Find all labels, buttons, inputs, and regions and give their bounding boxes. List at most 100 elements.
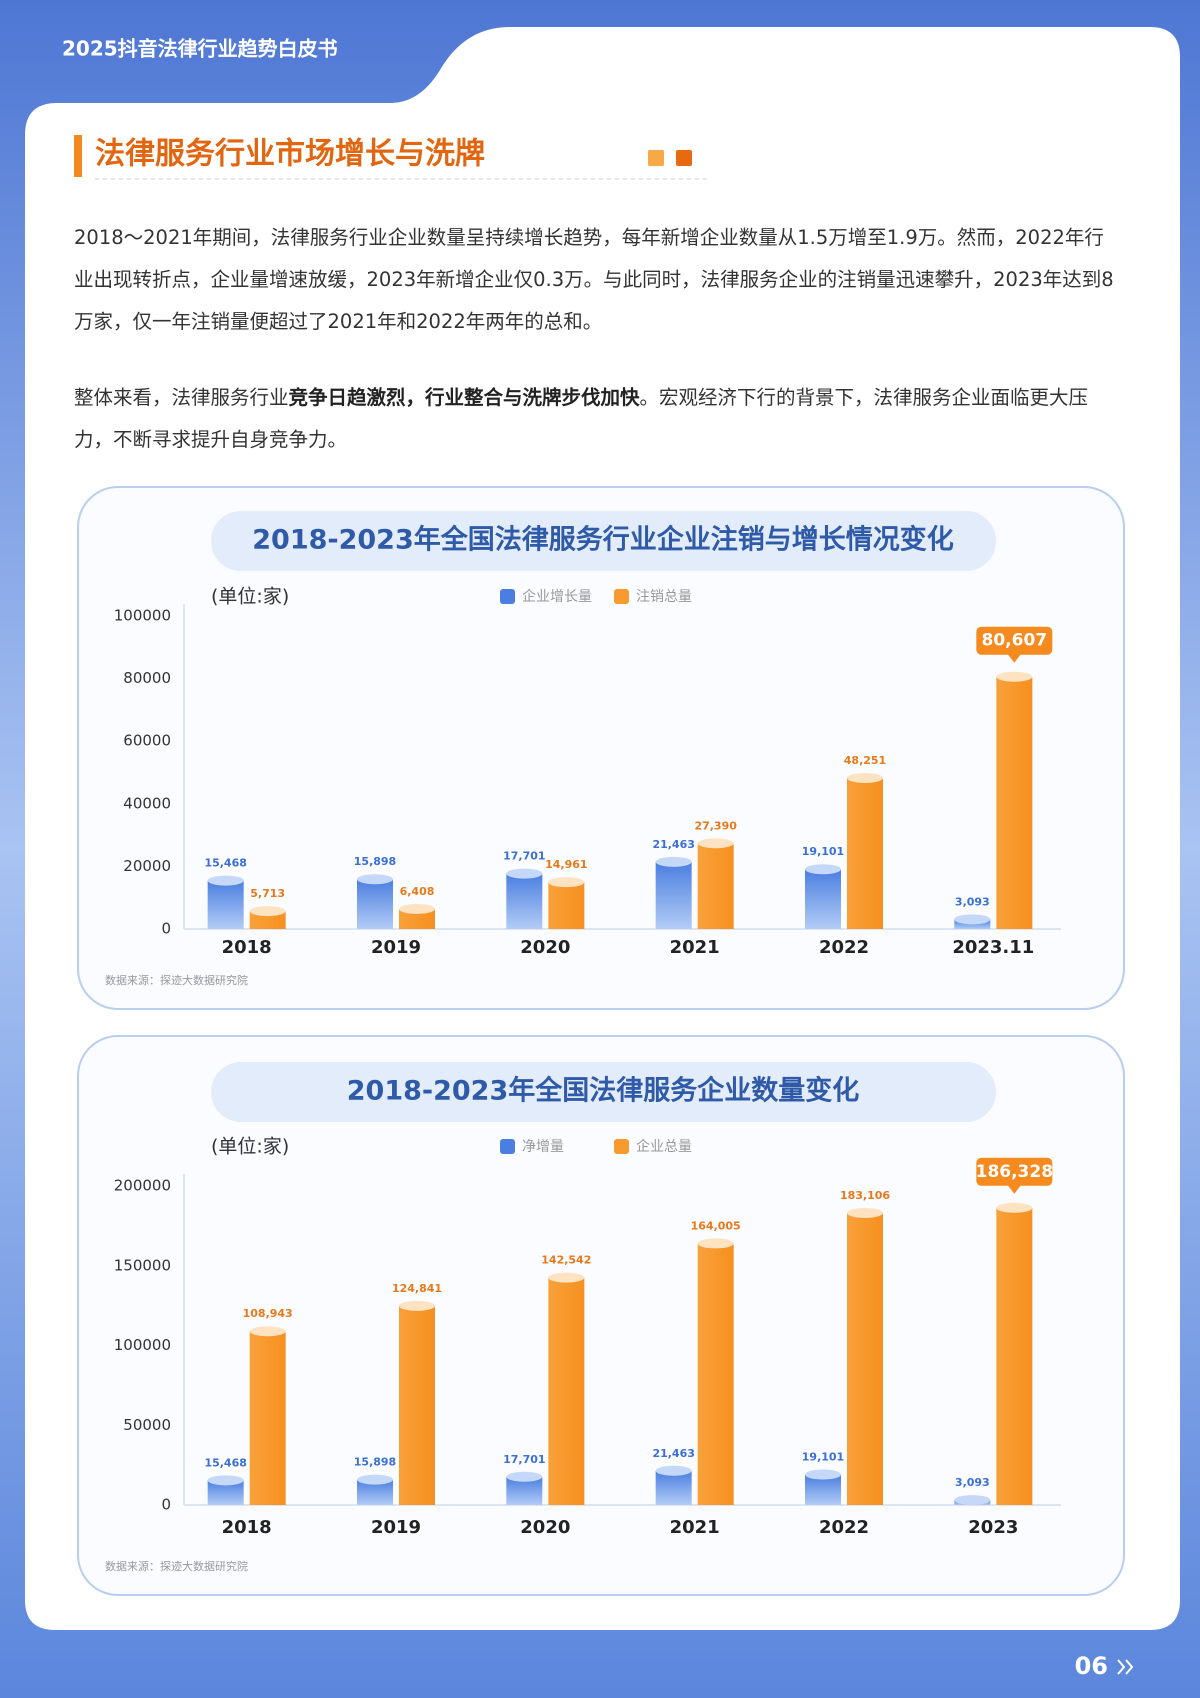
bar-cap	[399, 1300, 435, 1311]
value-label: 21,463	[652, 838, 694, 851]
bar	[847, 1212, 883, 1505]
legend-label: 企业总量	[636, 1138, 692, 1155]
y-tick-label: 50000	[123, 1416, 171, 1434]
header-title: 2025抖音法律行业趋势白皮书	[62, 37, 338, 61]
legend-swatch	[614, 1139, 629, 1154]
bar-cap	[357, 1474, 393, 1485]
bar	[207, 880, 244, 929]
value-label: 48,251	[844, 754, 886, 767]
x-tick-label: 2021	[670, 1517, 720, 1538]
value-label: 124,841	[392, 1282, 442, 1295]
value-label: 183,106	[840, 1189, 890, 1202]
decor-square	[648, 150, 664, 166]
bar	[655, 1470, 692, 1505]
bar	[249, 1331, 286, 1505]
bar-cap	[207, 875, 244, 886]
x-tick-label: 2020	[520, 1517, 570, 1538]
value-label: 186,328	[976, 1162, 1053, 1182]
value-label: 108,943	[243, 1307, 293, 1320]
value-label: 15,898	[354, 855, 396, 868]
bar	[357, 879, 393, 929]
unit-label: (单位:家)	[211, 1136, 289, 1158]
y-tick-label: 100000	[114, 1336, 171, 1354]
bar	[996, 1207, 1033, 1505]
bar-cap	[399, 903, 435, 914]
chart-title-pill	[211, 1062, 996, 1122]
x-tick-label: 2018	[222, 937, 272, 958]
text-run: 。宏观经济下行的背景下，法律服务企业面临更大压力，不断寻求提升自身竞争力。	[74, 386, 1089, 451]
unit-label: (单位:家)	[211, 586, 289, 608]
bar	[548, 882, 585, 929]
bar	[805, 1474, 841, 1505]
bar-cap	[805, 864, 841, 875]
x-tick-label: 2021	[670, 937, 720, 958]
value-label: 21,463	[652, 1447, 694, 1460]
x-tick-label: 2023	[968, 1517, 1018, 1538]
legend-swatch	[500, 1139, 515, 1154]
value-label: 80,607	[982, 631, 1048, 651]
bar-cap	[506, 868, 543, 879]
data-source: 数据来源：探迹大数据研究院	[105, 973, 248, 987]
chart-title: 2018-2023年全国法律服务企业数量变化	[347, 1075, 860, 1107]
legend-swatch	[500, 589, 515, 604]
bold-text: 竞争日趋激烈，行业整合与洗牌步伐加快	[288, 386, 640, 409]
legend-label: 注销总量	[636, 589, 692, 605]
bar-cap	[954, 1495, 991, 1506]
text-run: 整体来看，法律服务行业	[74, 386, 289, 409]
decor-square	[676, 150, 692, 166]
y-tick-label: 60000	[123, 732, 171, 750]
value-label: 164,005	[691, 1219, 741, 1232]
value-label: 17,701	[503, 1453, 545, 1466]
bar	[399, 908, 435, 929]
x-tick-label: 2019	[371, 937, 421, 958]
bar-cap	[548, 1272, 585, 1283]
value-label: 19,101	[802, 1451, 844, 1464]
value-label: 6,408	[400, 885, 435, 898]
legend-swatch	[614, 589, 629, 604]
y-tick-label: 200000	[114, 1177, 171, 1195]
bar-cap	[847, 1207, 883, 1218]
legend-label: 净增量	[522, 1139, 564, 1155]
bar-cap	[249, 1326, 286, 1337]
y-tick-label: 40000	[123, 794, 171, 812]
bar-cap	[697, 1238, 734, 1249]
section-title: 法律服务行业市场增长与洗牌	[95, 137, 485, 172]
value-label: 19,101	[802, 845, 844, 858]
y-tick-label: 100000	[114, 607, 171, 625]
value-label: 3,093	[955, 1476, 990, 1489]
x-tick-label: 2022	[819, 1517, 869, 1538]
bar-cap	[954, 914, 991, 925]
bar	[249, 911, 286, 929]
value-label: 3,093	[955, 895, 990, 908]
paragraph: 2018～2021年期间，法律服务行业企业数量呈持续增长趋势，每年新增企业数量从…	[74, 217, 1119, 343]
bar-cap	[249, 906, 286, 917]
bar	[548, 1277, 585, 1505]
text-run: 2018～2021年期间，法律服务行业企业数量呈持续增长趋势，每年新增企业数量从…	[74, 226, 1114, 333]
y-tick-label: 0	[161, 920, 171, 938]
value-label: 14,961	[545, 858, 587, 871]
bar-cap	[357, 874, 393, 885]
data-source: 数据来源：探迹大数据研究院	[105, 1559, 248, 1573]
bar-cap	[655, 1465, 692, 1476]
legend-label: 企业增长量	[522, 588, 592, 605]
bar-cap	[847, 772, 883, 783]
page-number: 06	[1075, 1652, 1108, 1680]
callout-badge	[976, 1157, 1053, 1186]
bar	[805, 869, 841, 929]
bar-cap	[996, 1202, 1033, 1213]
paragraph: 整体来看，法律服务行业竞争日趋激烈，行业整合与洗牌步伐加快。宏观经济下行的背景下…	[74, 377, 1119, 461]
section-bar	[74, 135, 82, 177]
y-tick-label: 150000	[114, 1256, 171, 1274]
y-tick-label: 80000	[123, 669, 171, 687]
bar	[655, 861, 692, 929]
value-label: 5,713	[250, 887, 285, 900]
x-tick-label: 2020	[520, 937, 570, 958]
bar-cap	[996, 671, 1033, 682]
x-tick-label: 2018	[222, 1517, 272, 1538]
value-label: 15,468	[204, 1456, 246, 1469]
callout-badge	[976, 626, 1053, 655]
bar-cap	[805, 1469, 841, 1480]
callout-pointer	[1007, 1184, 1022, 1194]
chart-title: 2018-2023年全国法律服务行业企业注销与增长情况变化	[252, 524, 954, 556]
